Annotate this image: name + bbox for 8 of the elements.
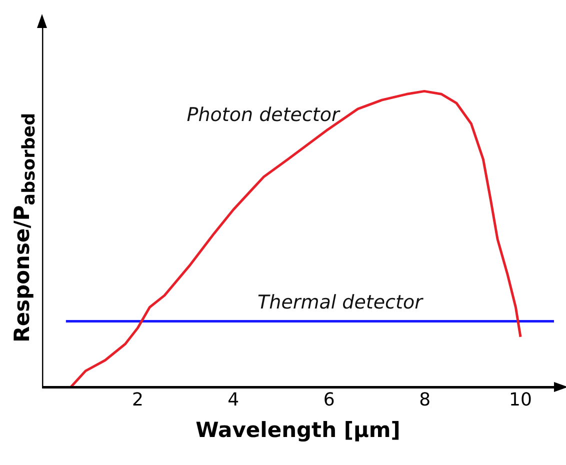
x-tick-label: 10 bbox=[509, 390, 532, 411]
x-tick-label: 6 bbox=[323, 390, 335, 411]
x-tick-label: 4 bbox=[228, 390, 240, 411]
x-tick-label: 8 bbox=[419, 390, 431, 411]
series-label: Photon detector bbox=[186, 104, 340, 126]
series-label: Thermal detector bbox=[258, 292, 424, 314]
x-tick-label: 2 bbox=[132, 390, 144, 411]
x-axis-title: Wavelength [μm] bbox=[196, 418, 400, 442]
